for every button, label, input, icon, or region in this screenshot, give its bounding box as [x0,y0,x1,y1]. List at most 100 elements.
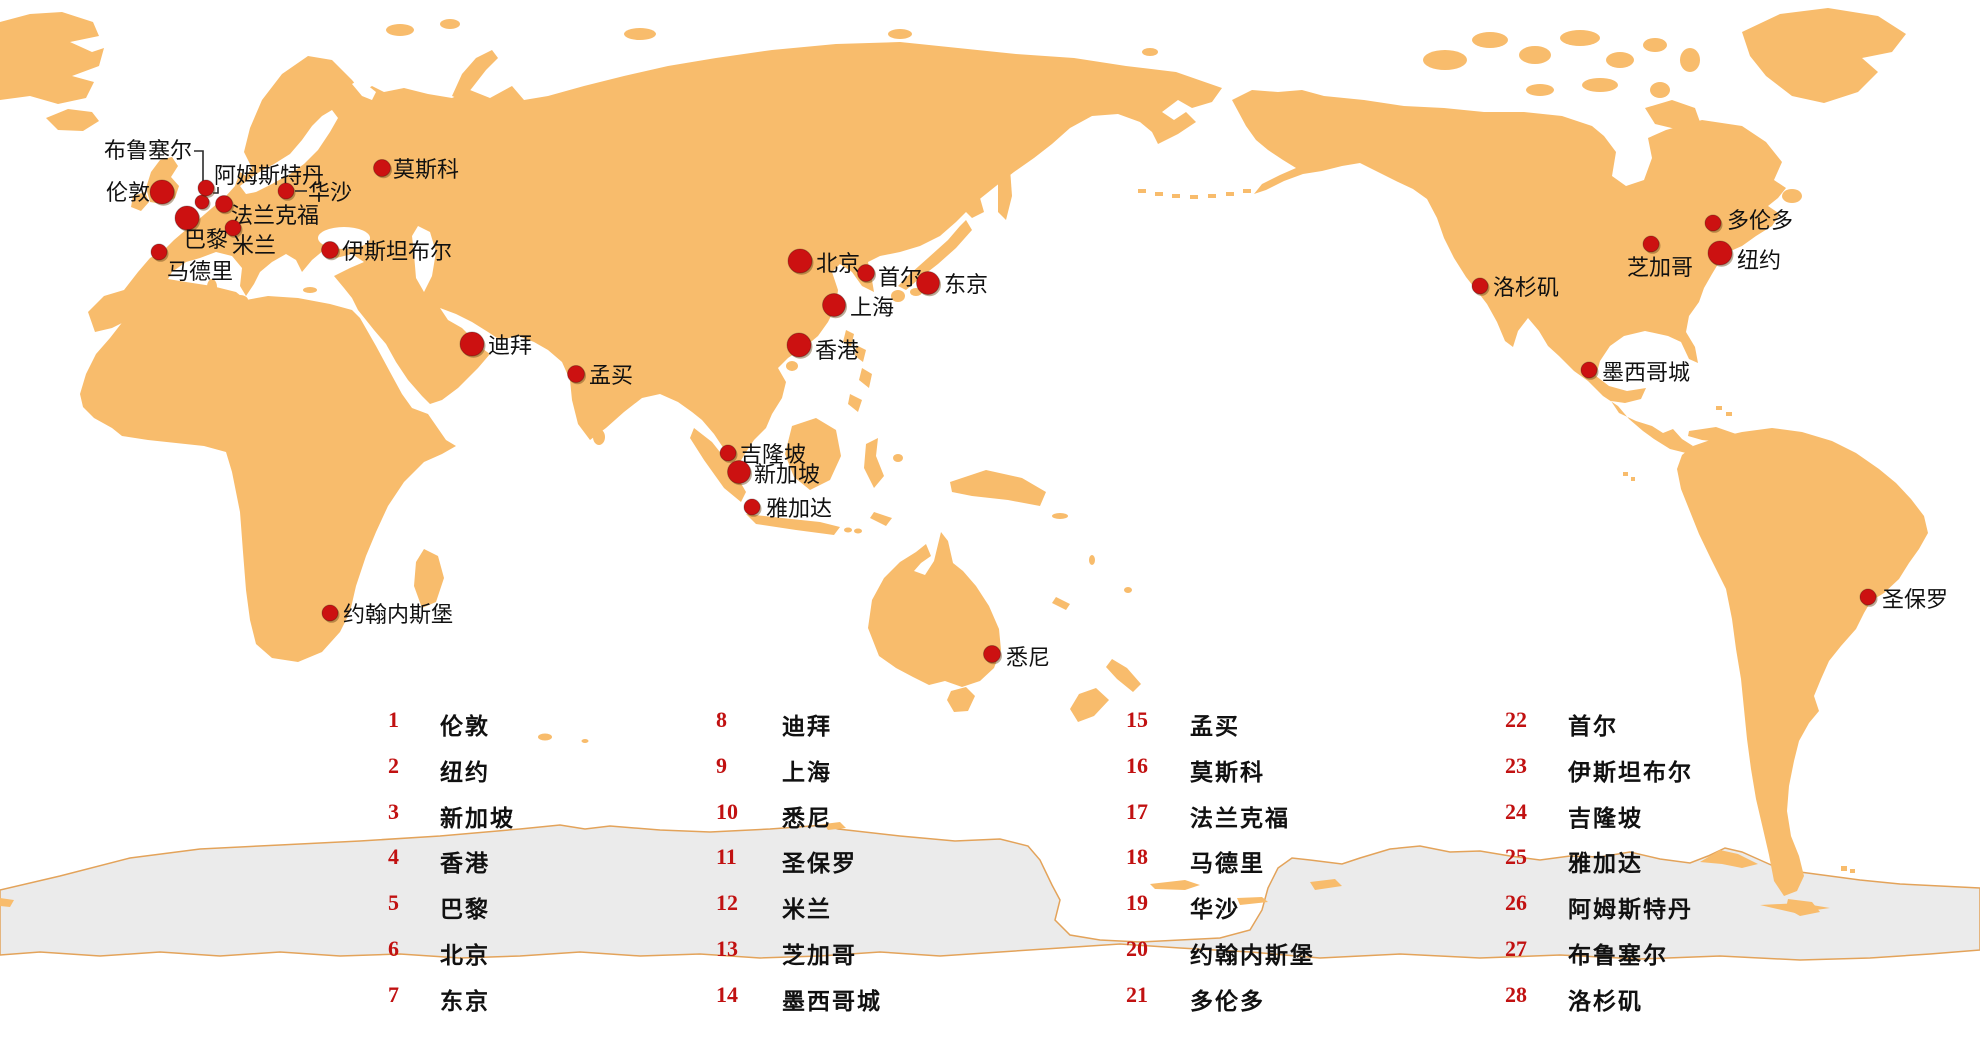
landmass-south-america [1677,428,1928,896]
city-label-istanbul: 伊斯坦布尔 [342,239,452,264]
city-marker-shanghai [822,293,846,317]
city-label-hongkong: 香港 [815,338,859,363]
islands-canadian-arctic [1423,30,1700,130]
island-crete [303,287,317,293]
city-marker-kualalumpur [719,444,737,462]
island-novosibirsk [888,29,912,39]
island-madagascar [414,549,444,608]
island-honshu [898,220,972,290]
city-label-sydney: 悉尼 [1006,645,1050,670]
city-marker-saopaulo [1859,588,1877,606]
island-borneo [785,418,841,490]
city-label-moscow: 莫斯科 [393,157,459,182]
sea-caspian [412,226,436,292]
city-label-mexicocity: 墨西哥城 [1602,360,1690,385]
city-label-milan: 米兰 [232,233,276,258]
city-label-london: 伦敦 [106,180,150,205]
landmass-layer [0,8,1980,961]
island-nz-north [1106,659,1141,692]
island-severnaya [624,28,656,40]
island-svalbard [386,24,414,36]
city-marker-chicago [1642,235,1660,253]
city-marker-warsaw [277,182,295,200]
island-novaya-zemlya [452,50,498,100]
city-marker-istanbul [321,241,339,259]
landmass-antarctica [0,824,1980,961]
island-bali [844,527,852,533]
island-solomon [1052,513,1068,519]
city-label-frankfurt: 法兰克福 [231,203,319,228]
island-tasmania [947,687,975,712]
island-vanuatu [1089,555,1095,565]
city-label-paris: 巴黎 [184,227,228,252]
city-marker-jakarta [743,498,761,516]
landmass-africa [80,278,456,662]
island-ireland [131,192,149,211]
city-label-amsterdam: 阿姆斯特丹 [214,163,324,188]
city-marker-toronto [1704,214,1722,232]
city-marker-johannesburg [321,604,339,622]
islands-philippines [848,345,872,412]
island-sumatra [690,428,746,502]
islands-aleutian [1138,189,1251,199]
city-label-tokyo: 东京 [944,272,988,297]
city-marker-mumbai [567,365,585,383]
island-hokkaido [962,196,984,218]
city-label-johannesburg: 约翰内斯堡 [343,602,453,627]
island-south-indian [538,733,552,741]
island-hainan [786,361,798,371]
island-timor [870,512,892,526]
island-franz-josef [440,19,460,29]
island-moluccas [893,454,903,462]
island-lombok [854,528,862,534]
city-label-kualalumpur: 吉隆坡 [740,442,806,467]
city-label-chicago: 芝加哥 [1627,255,1693,280]
sea-baltic [240,110,338,194]
city-label-seoul: 首尔 [878,265,922,290]
island-newfoundland [1782,189,1802,203]
city-marker-paris [174,205,200,231]
landmass-greenland [1742,8,1906,103]
city-label-saopaulo: 圣保罗 [1882,587,1948,612]
island-kyushu [891,290,905,302]
city-marker-mexicocity [1580,361,1598,379]
island-iceland [46,109,99,131]
city-marker-singapore [727,460,751,484]
city-marker-hongkong [786,332,812,358]
islands-bahamas [1716,406,1732,416]
city-marker-losangeles [1471,277,1489,295]
city-label-mumbai: 孟买 [589,363,633,388]
city-label-singapore: 新加坡 [754,462,820,487]
island-wrangel [1142,48,1158,56]
city-label-brussels: 布鲁塞尔 [104,138,192,163]
island-new-caledonia [1052,597,1070,610]
city-label-warsaw: 华沙 [308,180,352,205]
island-java [746,514,840,535]
island-fiji [1124,587,1132,593]
label-connector-brussels [194,150,204,194]
island-tierra-del-fuego [1786,899,1820,916]
city-marker-sydney [983,645,1001,663]
city-marker-brussels [194,194,210,210]
island-sakhalin [998,160,1012,220]
sea-white [352,80,376,100]
landmass-greenland-west [0,12,104,104]
landmass-north-america [1232,90,1786,453]
city-label-jakarta: 雅加达 [766,496,832,521]
island-ceylon [593,429,605,445]
city-label-dubai: 迪拜 [488,333,532,358]
city-marker-newyork [1707,240,1733,266]
island-taiwan [843,330,854,347]
island-sulawesi [864,438,884,488]
islands-falkland [1841,866,1855,873]
landmass-australia [868,532,1001,687]
city-marker-frankfurt [215,195,233,213]
island-nz-south [1070,688,1109,722]
city-label-beijing: 北京 [816,251,860,276]
city-marker-moscow [373,159,391,177]
label-connector-amsterdam [213,187,219,194]
city-marker-beijing [787,248,813,274]
